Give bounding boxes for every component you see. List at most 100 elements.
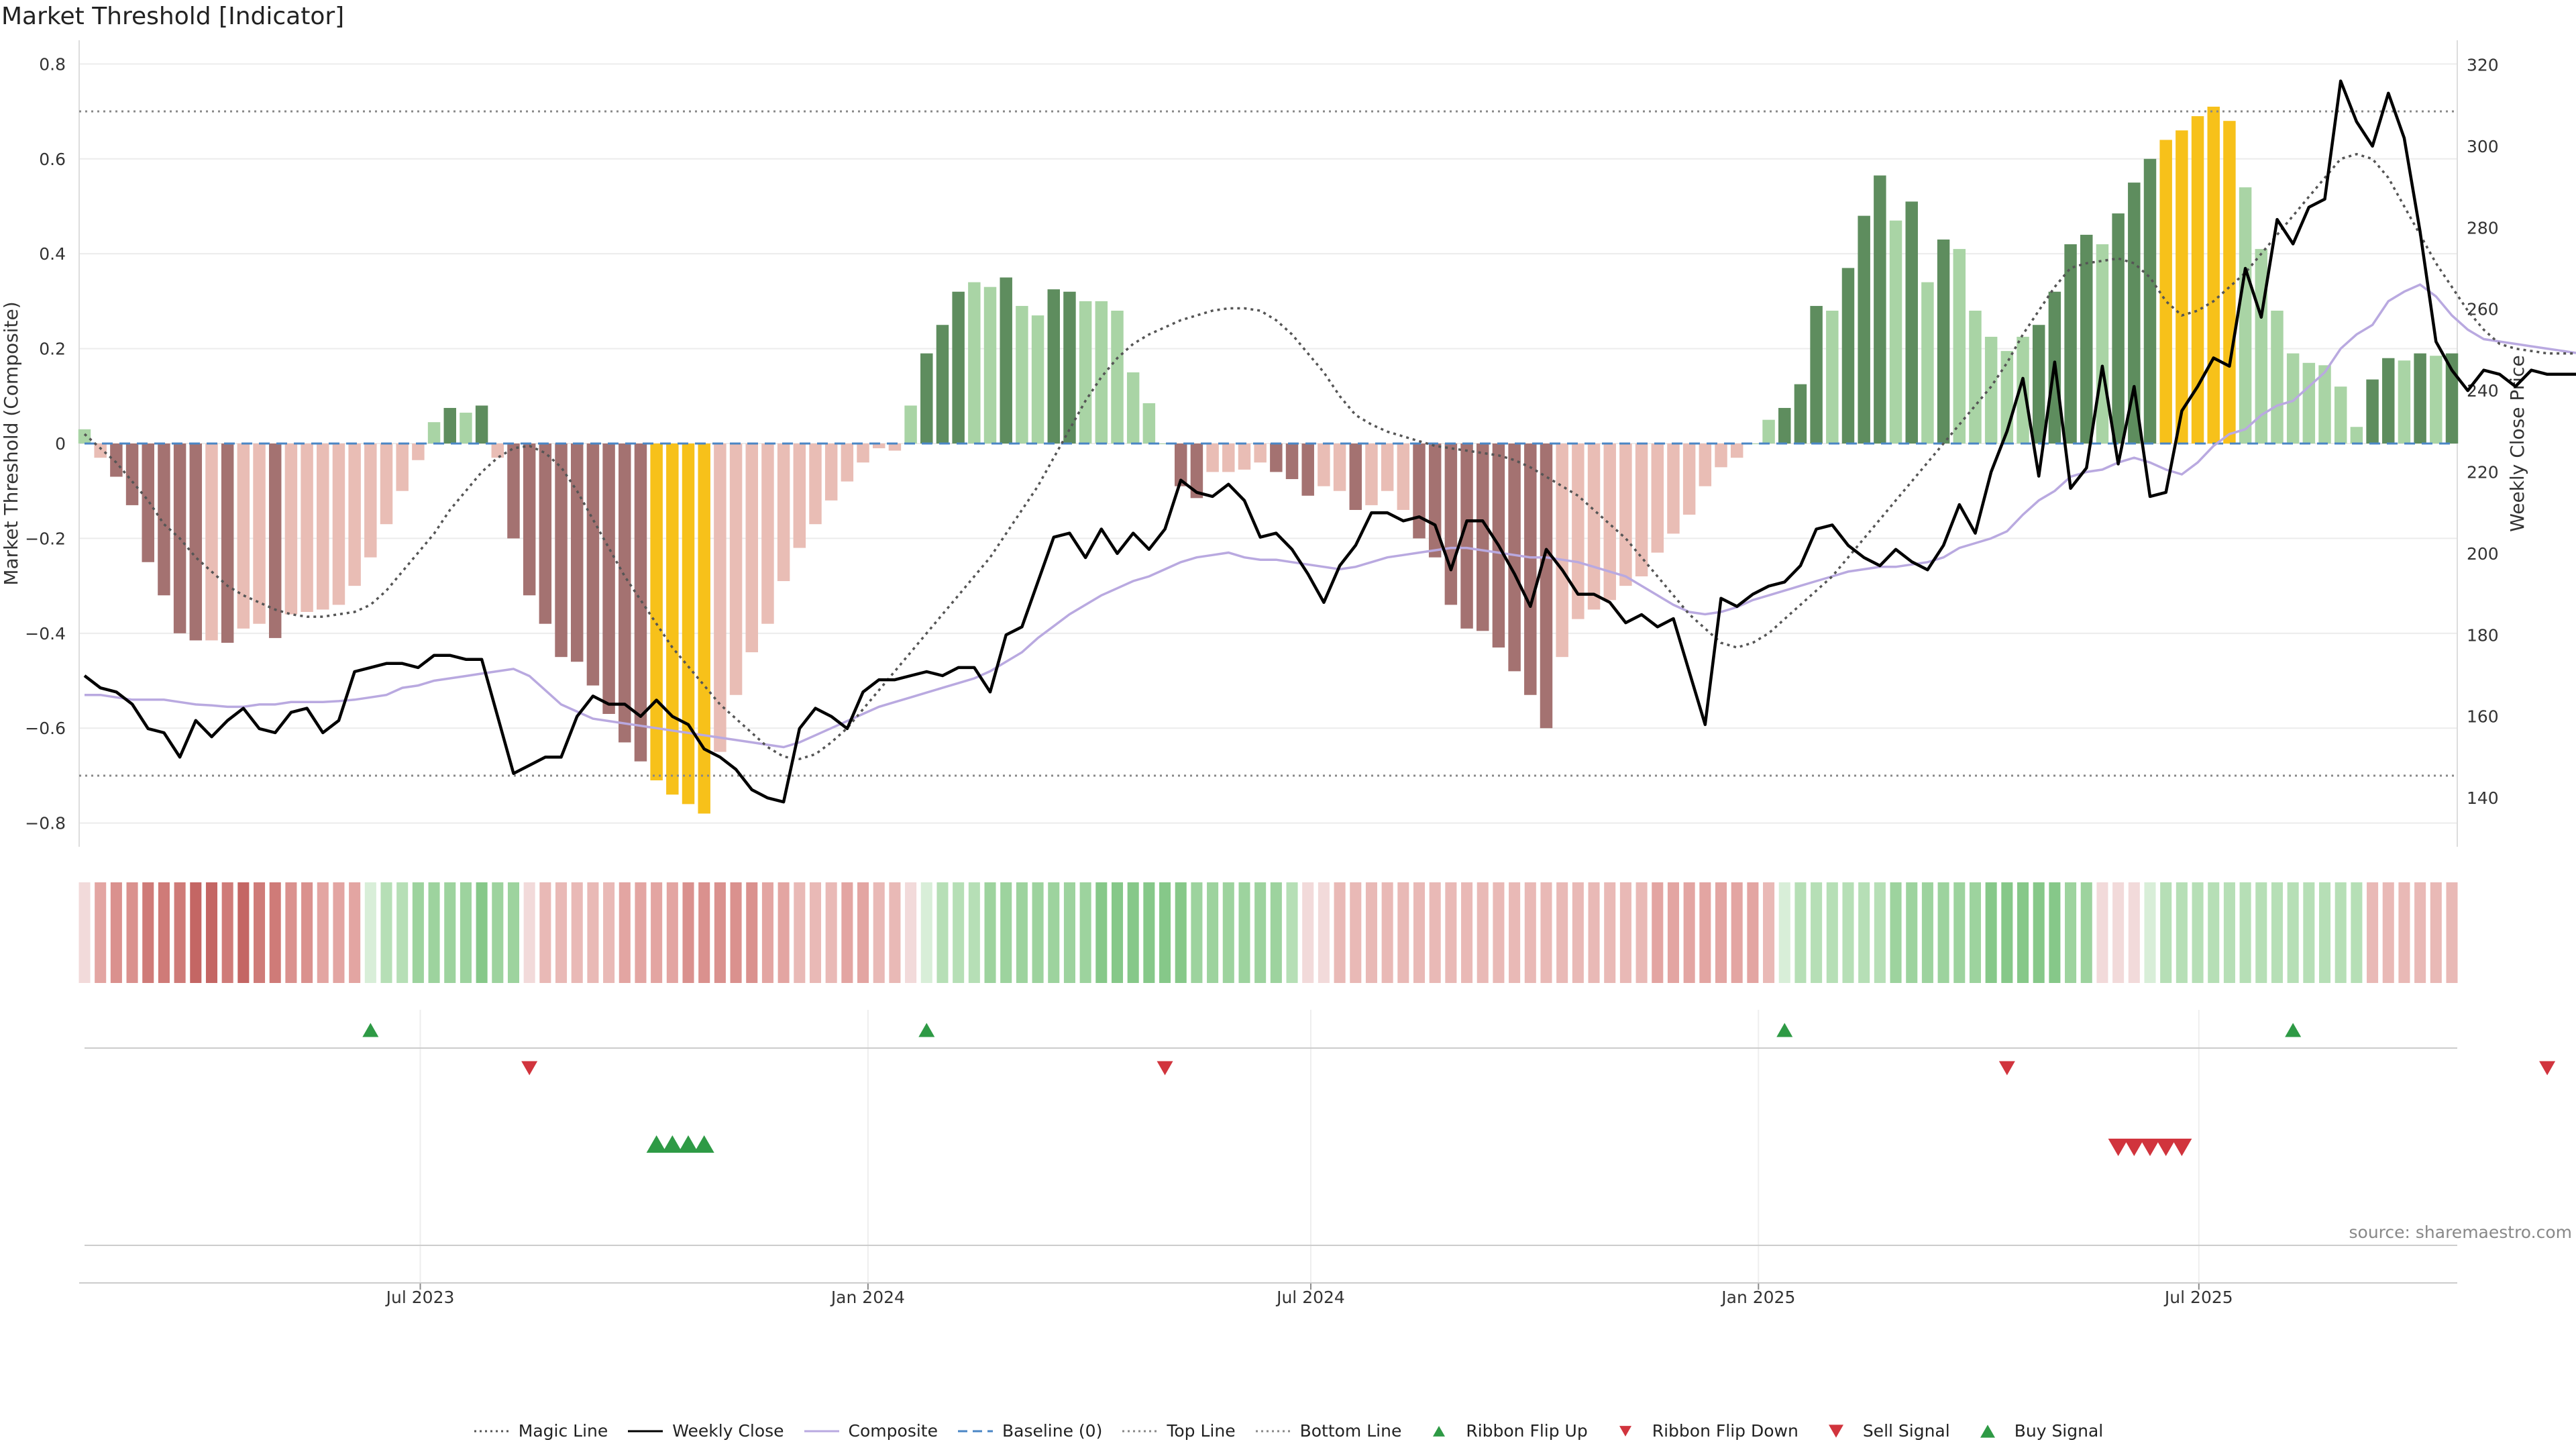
ribbon-cell: [2303, 882, 2315, 983]
ribbon-cell: [285, 882, 297, 983]
legend-item: Magic Line: [473, 1421, 608, 1441]
histogram-bar: [1079, 301, 1092, 444]
ribbon-cell: [221, 882, 233, 983]
histogram-bar: [1174, 444, 1187, 486]
ribbon-cell: [730, 882, 742, 983]
ribbon-cell: [2112, 882, 2125, 983]
ribbon-cell: [1143, 882, 1155, 983]
histogram-bar: [698, 444, 710, 814]
ribbon-cell: [1238, 882, 1250, 983]
ribbon-cell: [2176, 882, 2188, 983]
ribbon-cell: [682, 882, 694, 983]
ribbon-cell: [1985, 882, 1997, 983]
x-tick-label: Jul 2025: [2163, 1288, 2233, 1307]
legend-label: Top Line: [1167, 1421, 1236, 1441]
histogram-bar: [809, 444, 822, 525]
histogram-bar: [348, 444, 361, 586]
ribbon-cell: [1461, 882, 1473, 983]
ribbon-cell: [2001, 882, 2013, 983]
histogram-bar: [1969, 311, 1982, 444]
histogram-bar: [1794, 384, 1807, 444]
x-tick-label: Jan 2024: [830, 1288, 905, 1307]
ribbon-cell: [714, 882, 726, 983]
y-tick-label: 0.6: [39, 150, 66, 169]
ribbon-cell: [1350, 882, 1362, 983]
histogram-bar: [1238, 444, 1251, 470]
ribbon-cell: [1763, 882, 1775, 983]
ribbon-cell: [460, 882, 472, 983]
histogram-bar: [301, 444, 313, 613]
y-tick-label: 0.8: [39, 54, 66, 74]
ribbon-cell: [1191, 882, 1203, 983]
histogram-bar: [1477, 444, 1489, 631]
ribbon-cell: [746, 882, 758, 983]
ribbon-cell: [1953, 882, 1966, 983]
histogram-bar: [427, 422, 441, 444]
histogram-bar: [2143, 158, 2157, 444]
ribbon-cell: [317, 882, 329, 983]
y-right-tick-label: 200: [2467, 544, 2499, 564]
histogram-bar: [2159, 140, 2172, 444]
histogram-bar: [761, 444, 774, 624]
ribbon-cell: [1572, 882, 1584, 983]
histogram-bar: [1540, 444, 1553, 729]
histogram-bar: [94, 444, 107, 458]
legend-swatch: [1433, 1425, 1446, 1437]
histogram-bar: [983, 287, 997, 444]
histogram-bar: [1889, 220, 1902, 444]
histogram-bar: [2096, 244, 2109, 444]
histogram-bar: [824, 444, 838, 501]
ribbon-cell: [2287, 882, 2299, 983]
legend-swatch: [804, 1430, 839, 1432]
histogram-bar: [1524, 444, 1537, 695]
ribbon-cell: [794, 882, 806, 983]
y-right-tick-label: 300: [2467, 137, 2499, 156]
histogram-bar: [2191, 116, 2204, 444]
ribbon-cell: [857, 882, 869, 983]
histogram-bar: [714, 444, 727, 752]
histogram-bar: [1111, 311, 1124, 444]
ribbon-cell: [1794, 882, 1807, 983]
ribbon-cell: [2382, 882, 2394, 983]
ribbon-cell: [1095, 882, 1108, 983]
histogram-bar: [142, 444, 154, 562]
histogram-bar: [1810, 305, 1823, 444]
ribbon-cell: [1604, 882, 1616, 983]
ribbon-cell: [333, 882, 345, 983]
legend-swatch: [1619, 1425, 1631, 1437]
y-tick-label: −0.8: [25, 814, 66, 833]
ribbon-cell: [1619, 882, 1631, 983]
histogram-bar: [475, 405, 488, 444]
ribbon-cell: [237, 882, 250, 983]
ribbon-cell: [1683, 882, 1695, 983]
histogram-bar: [1254, 444, 1267, 463]
histogram-bar: [1841, 268, 1855, 444]
ribbon-cell: [364, 882, 376, 983]
ribbon-cell: [1159, 882, 1171, 983]
y-right-tick-label: 140: [2467, 788, 2499, 808]
histogram-bar: [2017, 336, 2029, 444]
histogram-bar: [1460, 444, 1473, 629]
ribbon-cell: [2446, 882, 2458, 983]
ribbon-cell: [1509, 882, 1521, 983]
histogram-bar: [2080, 234, 2093, 444]
ribbon-cell: [889, 882, 901, 983]
histogram-bar: [460, 413, 472, 444]
ribbon-cell: [1222, 882, 1234, 983]
ribbon-cell: [539, 882, 551, 983]
histogram-bar: [1047, 289, 1060, 444]
ribbon-cell: [666, 882, 678, 983]
ribbon-cell: [1540, 882, 1552, 983]
ribbon-cell: [1079, 882, 1091, 983]
y-tick-label: 0.4: [39, 244, 66, 264]
histogram-bar: [634, 444, 647, 762]
buy-signal-marker: [662, 1135, 683, 1153]
ribbon-flip-up-marker: [918, 1023, 935, 1037]
histogram-bar: [888, 444, 902, 451]
y-tick-label: 0.2: [39, 340, 66, 359]
ribbon-cell: [1842, 882, 1854, 983]
histogram-bar: [1206, 444, 1219, 472]
histogram-bar: [1572, 444, 1585, 619]
legend-item: Buy Signal: [1969, 1421, 2103, 1441]
legend-item: Sell Signal: [1817, 1421, 1950, 1441]
